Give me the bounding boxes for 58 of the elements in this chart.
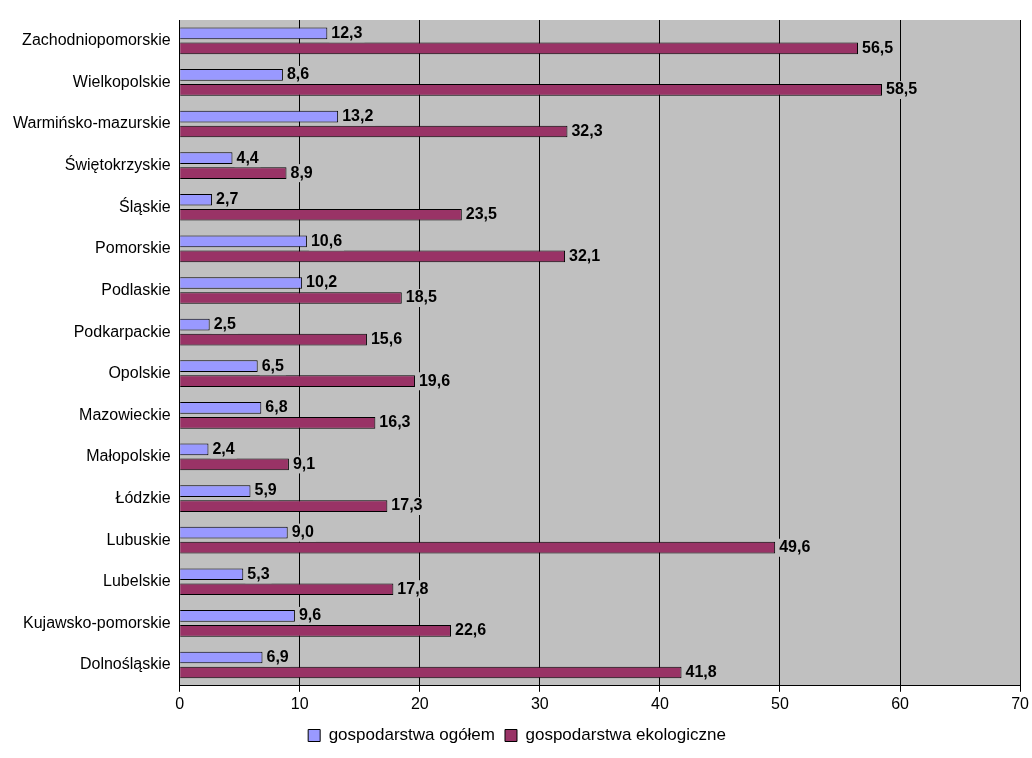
- data-label: 5,3: [247, 564, 270, 582]
- y-tick-label: Lubuskie: [106, 530, 171, 548]
- data-label: 18,5: [405, 288, 438, 306]
- legend-label: gospodarstwa ekologiczne: [525, 725, 726, 745]
- y-tick-label: Lubelskie: [103, 572, 171, 590]
- data-label: 32,1: [569, 246, 601, 264]
- x-tick-label: 0: [175, 694, 185, 712]
- x-tick-label: 50: [771, 694, 789, 712]
- data-label: 6,8: [265, 398, 288, 416]
- y-tick-label: Świętokrzyskie: [64, 155, 171, 174]
- y-tick-label: Śląskie: [119, 196, 171, 215]
- data-label: 19,6: [418, 371, 451, 389]
- data-label: 10,6: [310, 231, 343, 249]
- y-tick-label: Dolnośląskie: [79, 655, 171, 673]
- y-tick-label: Małopolskie: [86, 447, 171, 465]
- data-label: 12,3: [331, 23, 363, 41]
- x-tick-label: 70: [1011, 694, 1030, 712]
- legend-label: gospodarstwa ogółem: [328, 725, 495, 745]
- data-label: 8,9: [290, 163, 313, 181]
- y-tick-label: Łódzkie: [115, 488, 171, 506]
- y-tick-label: Opolskie: [108, 364, 171, 382]
- data-label: 49,6: [779, 538, 811, 556]
- data-label: 22,6: [454, 621, 487, 639]
- x-tick-label: 20: [410, 694, 429, 712]
- data-label: 15,6: [370, 329, 403, 347]
- data-label: 32,3: [571, 121, 603, 139]
- data-label: 2,7: [216, 190, 239, 208]
- data-label: 4,4: [236, 148, 259, 166]
- y-tick-label: Warmińsko-mazurskie: [12, 114, 171, 132]
- y-tick-label: Mazowieckie: [79, 405, 171, 423]
- x-tick-label: 60: [891, 694, 910, 712]
- data-label: 10,2: [306, 273, 338, 291]
- data-label: 9,6: [298, 606, 322, 624]
- data-label: 5,9: [254, 481, 277, 499]
- data-label: 13,2: [342, 106, 374, 124]
- x-tick-label: 30: [530, 694, 549, 712]
- y-tick-label: Kujawsko-pomorskie: [23, 613, 171, 631]
- y-tick-label: Podkarpackie: [73, 322, 171, 340]
- data-label: 17,8: [397, 579, 429, 597]
- data-label: 8,6: [286, 65, 310, 83]
- y-tick-label: Pomorskie: [95, 239, 171, 257]
- data-label: 2,4: [212, 439, 235, 457]
- data-label: 6,5: [261, 356, 285, 374]
- data-label: 2,5: [213, 315, 237, 333]
- data-label: 16,3: [379, 413, 411, 431]
- data-label: 56,5: [862, 38, 894, 56]
- data-label: 6,9: [266, 647, 289, 665]
- data-label: 23,5: [465, 205, 498, 223]
- x-tick-label: 10: [290, 694, 309, 712]
- data-label: 58,5: [886, 80, 918, 98]
- data-label: 9,1: [292, 454, 316, 472]
- x-tick-label: 40: [651, 694, 669, 712]
- y-tick-label: Zachodniopomorskie: [22, 31, 171, 49]
- y-tick-label: Podlaskie: [101, 280, 171, 298]
- y-tick-label: Wielkopolskie: [72, 72, 171, 90]
- data-label: 17,3: [391, 496, 423, 514]
- data-label: 41,8: [685, 662, 717, 680]
- data-label: 9,0: [291, 523, 315, 541]
